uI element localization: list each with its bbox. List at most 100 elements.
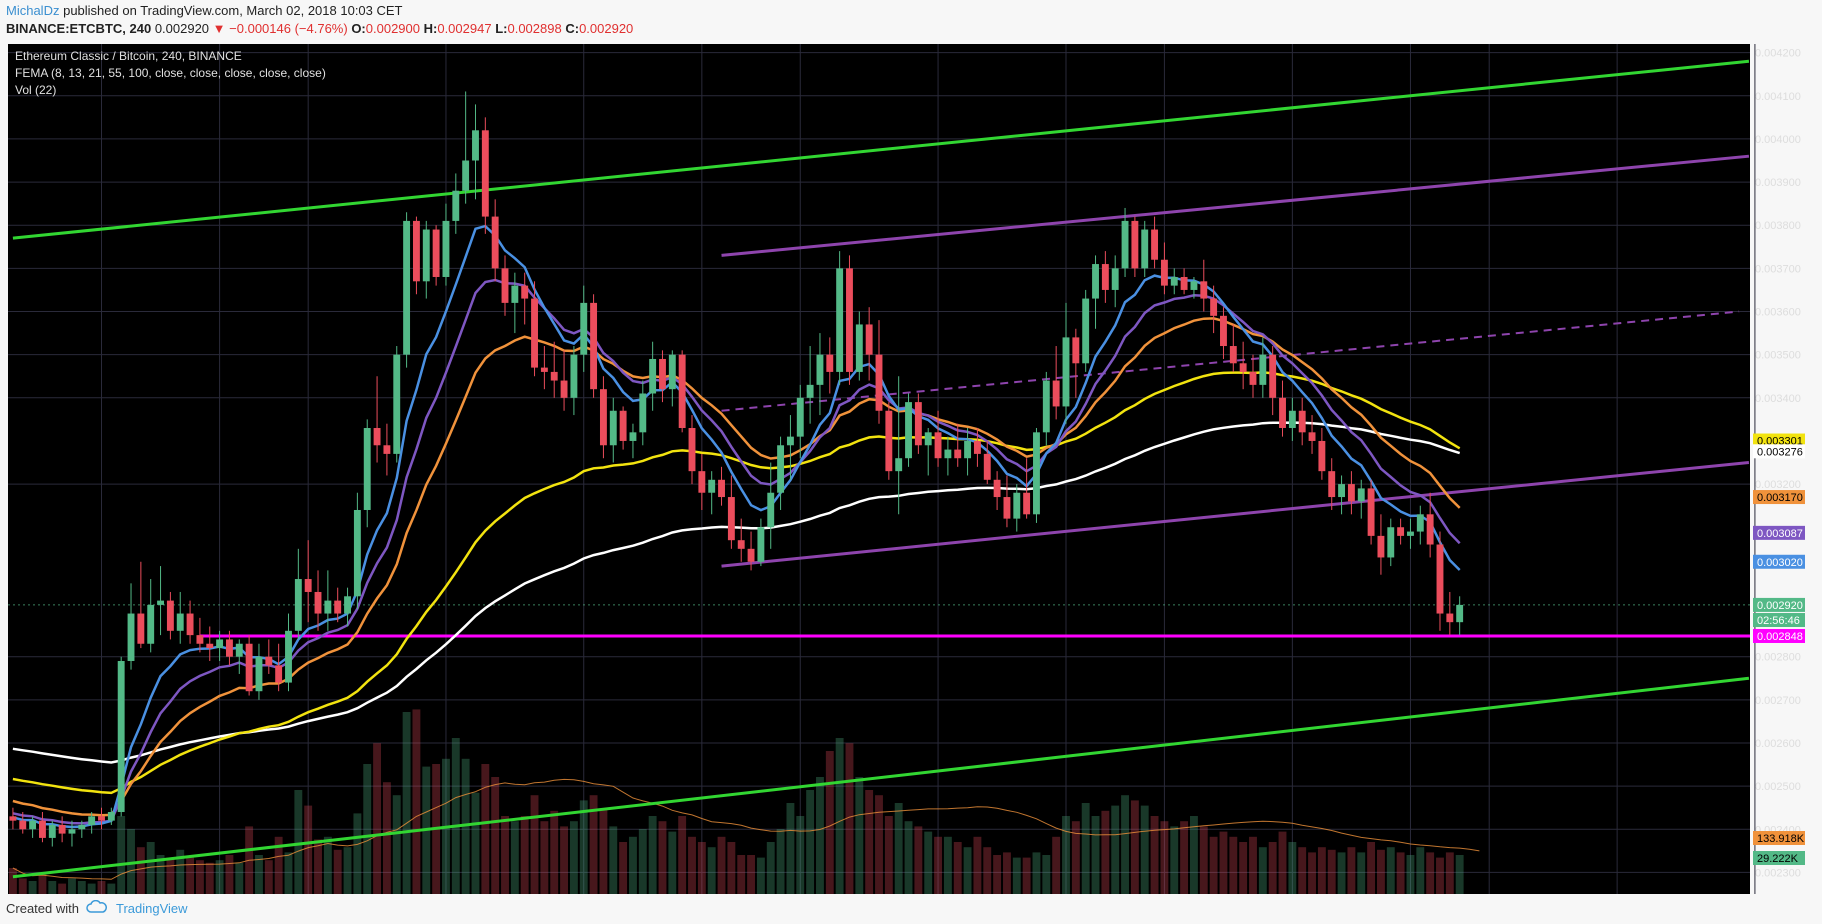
candle-body xyxy=(688,428,696,472)
tradingview-link[interactable]: TradingView xyxy=(116,901,188,916)
candle-body xyxy=(1387,527,1395,558)
volume-bar xyxy=(1121,795,1129,894)
volume-badge-label: 133.918K xyxy=(1757,833,1805,845)
chart-area[interactable]: 0.004200 0.004100 0.004000 0.003900 0.003800… xyxy=(0,44,1822,904)
close-label: C: xyxy=(565,21,580,36)
candle-body xyxy=(206,643,214,649)
candle-body xyxy=(314,591,322,614)
volume-bar xyxy=(18,878,27,894)
volume-bar xyxy=(560,826,568,894)
volume-bar xyxy=(530,795,539,894)
candle-body xyxy=(432,229,440,277)
candle-body xyxy=(550,371,558,381)
author-link[interactable]: MichalDz xyxy=(6,3,60,18)
volume-bar xyxy=(471,792,480,894)
volume-bar xyxy=(166,857,175,894)
price-badge-label: 0.003087 xyxy=(1757,528,1803,540)
volume-bar xyxy=(1032,852,1041,894)
volume-bar xyxy=(1455,855,1464,894)
volume-bar xyxy=(1249,836,1257,894)
y-tick-label: 0.004100 xyxy=(1755,91,1801,103)
price-badge-label: 0.002920 xyxy=(1757,600,1803,612)
candle-body xyxy=(186,613,194,636)
candle-body xyxy=(462,160,470,191)
candle-body xyxy=(472,130,479,161)
ema13-line xyxy=(12,278,1461,825)
candle-body xyxy=(599,389,607,446)
volume-bar xyxy=(127,829,135,894)
volume-bar xyxy=(786,803,795,894)
volume-bar xyxy=(707,847,716,894)
candle-body xyxy=(727,497,735,541)
candle-body xyxy=(865,324,873,355)
volume-bar xyxy=(1278,831,1287,894)
candle-body xyxy=(294,579,302,631)
candle-body xyxy=(48,824,56,838)
volume-bar xyxy=(845,743,854,894)
volume-bar xyxy=(747,855,755,894)
legend-fema: FEMA (8, 13, 21, 55, 100, close, close, … xyxy=(15,66,326,80)
volume-bar xyxy=(481,764,490,894)
candle-body xyxy=(757,527,765,562)
candle-body xyxy=(1111,268,1119,290)
candle-body xyxy=(1023,492,1031,515)
candle-body xyxy=(540,367,548,372)
candle-body xyxy=(934,432,942,459)
candle-body xyxy=(590,302,598,390)
candle-body xyxy=(422,229,430,282)
candle-body xyxy=(1131,220,1139,269)
volume-bar xyxy=(825,751,834,894)
volume-bar xyxy=(68,878,76,894)
volume-bar xyxy=(1219,831,1228,894)
volume-bar xyxy=(1150,816,1159,894)
candle-body xyxy=(1249,371,1257,385)
volume-bar xyxy=(97,881,106,894)
candle-body xyxy=(216,639,224,649)
volume-bar xyxy=(1268,842,1277,894)
publish-line: MichalDz published on TradingView.com, M… xyxy=(6,3,403,18)
candle-body xyxy=(846,268,853,372)
candle-body xyxy=(639,393,647,433)
volume-bar xyxy=(983,847,992,894)
volume-bar xyxy=(304,805,313,894)
candle-body xyxy=(137,613,145,644)
candle-body xyxy=(1052,380,1060,407)
volume-bar xyxy=(688,836,696,894)
candle-body xyxy=(718,479,725,498)
volume-bar xyxy=(1327,849,1336,894)
candle-body xyxy=(737,540,745,549)
candle-body xyxy=(855,324,863,372)
candle-body xyxy=(1259,354,1267,385)
volume-bar xyxy=(1317,847,1326,894)
volume-bar xyxy=(914,826,923,894)
volume-bar xyxy=(609,826,618,894)
candle-body xyxy=(78,824,86,830)
trendline-green-upper xyxy=(12,59,1750,240)
volume-bar xyxy=(382,782,391,894)
candle-body xyxy=(708,479,716,493)
price-chart[interactable]: 0.004200 0.004100 0.004000 0.003900 0.003800… xyxy=(0,44,1822,894)
candle-body xyxy=(619,410,627,441)
candle-body xyxy=(1367,488,1375,536)
publish-header: MichalDz published on TradingView.com, M… xyxy=(0,0,1822,44)
volume-bar xyxy=(1022,857,1031,894)
volume-bar xyxy=(717,836,726,894)
ema55-line xyxy=(12,371,1461,795)
candle-body xyxy=(816,354,824,385)
volume-bar xyxy=(1190,816,1198,894)
candle-body xyxy=(1180,276,1188,290)
candle-body xyxy=(944,449,952,459)
y-tick-label: 0.004000 xyxy=(1755,134,1801,146)
volume-bar xyxy=(668,831,677,894)
candle-body xyxy=(225,639,233,657)
candle-body xyxy=(570,354,578,398)
price-badge xyxy=(1753,433,1805,448)
candles xyxy=(9,91,1464,847)
volume-bar xyxy=(136,847,145,894)
candle-body xyxy=(324,600,332,614)
candle-body xyxy=(1160,259,1168,286)
candle-body xyxy=(1151,229,1159,260)
candle-body xyxy=(1170,276,1178,286)
volume-bar xyxy=(205,862,214,894)
volume-ma-line xyxy=(12,778,1480,880)
